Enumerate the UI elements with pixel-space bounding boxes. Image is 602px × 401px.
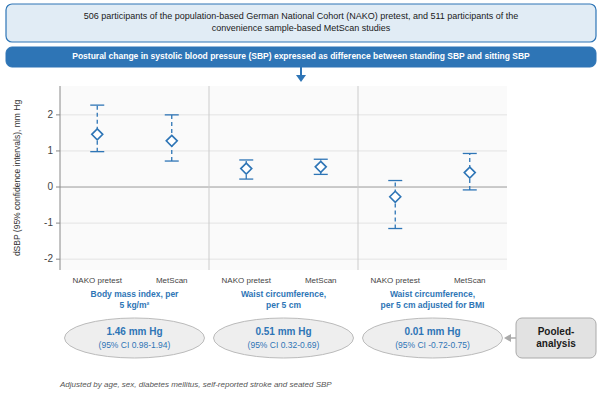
error-cap bbox=[90, 151, 104, 152]
error-bar bbox=[395, 181, 396, 229]
pooled-ci: (95% CI 0.98-1.94) bbox=[99, 340, 171, 350]
error-cap bbox=[388, 228, 402, 229]
grid-line bbox=[60, 114, 507, 115]
text-line: 506 participants of the population-based… bbox=[84, 11, 519, 21]
point bbox=[390, 191, 401, 202]
text-line: Postural change in systolic blood pressu… bbox=[72, 51, 530, 61]
text-line: convenience sample-based MetScan studies bbox=[212, 23, 391, 33]
plot-area bbox=[60, 86, 507, 270]
group-label: Waist circumference,per 5 cm bbox=[241, 289, 326, 310]
group-label: Waist circumference,per 5 cm adjusted fo… bbox=[381, 289, 485, 310]
error-cap bbox=[165, 160, 179, 161]
pooled-estimate: 0.51 mm Hg bbox=[255, 326, 311, 337]
footnote: Adjusted by age, sex, diabetes mellitus,… bbox=[59, 380, 332, 389]
grid-line bbox=[60, 150, 507, 151]
pooled-box bbox=[516, 318, 596, 358]
tick-label: -2 bbox=[44, 253, 53, 264]
error-cap bbox=[314, 174, 328, 175]
y-axis-label: dSBP (95% confidence intervals), mm Hg bbox=[12, 100, 22, 256]
group-separator bbox=[358, 86, 359, 270]
flow-arrow bbox=[300, 67, 302, 76]
category-label: NAKO pretest bbox=[222, 276, 272, 285]
category-label: NAKO pretest bbox=[371, 276, 421, 285]
grid-line bbox=[60, 187, 507, 188]
pooled-ci: (95% CI 0.32-0.69) bbox=[248, 340, 320, 350]
pooled-estimate: 0.01 mm Hg bbox=[404, 326, 460, 337]
text-line: per 5 cm bbox=[266, 300, 301, 310]
pooled-ellipse bbox=[363, 318, 503, 358]
pooled-label: Pooled-analysis bbox=[536, 326, 576, 349]
tick-label: 1 bbox=[47, 145, 53, 156]
point bbox=[315, 161, 326, 172]
category-label: MetScan bbox=[156, 276, 188, 285]
error-cap bbox=[314, 159, 328, 160]
error-cap bbox=[463, 153, 477, 154]
group-separator bbox=[209, 86, 210, 270]
group-label: Body mass index, per5 kg/m² bbox=[91, 289, 180, 310]
tick bbox=[56, 187, 60, 188]
tick-label: 0 bbox=[47, 181, 53, 192]
flow-arrow-head bbox=[296, 75, 306, 82]
category-label: NAKO pretest bbox=[73, 276, 123, 285]
point bbox=[464, 167, 475, 178]
title: 506 participants of the population-based… bbox=[84, 11, 519, 33]
marks bbox=[90, 105, 477, 228]
text-line: 5 kg/m² bbox=[120, 300, 150, 310]
tick bbox=[56, 223, 60, 224]
text-line: analysis bbox=[536, 338, 576, 349]
point bbox=[92, 129, 103, 140]
error-cap bbox=[90, 104, 104, 105]
text-line: Pooled- bbox=[538, 326, 575, 337]
tick bbox=[56, 114, 60, 115]
text-line: per 5 cm adjusted for BMI bbox=[381, 300, 485, 310]
error-cap bbox=[463, 189, 477, 190]
text-line: Waist circumference, bbox=[390, 289, 475, 299]
grid-line bbox=[60, 259, 507, 260]
point bbox=[166, 135, 177, 146]
grid-line bbox=[60, 223, 507, 224]
subtitle: Postural change in systolic blood pressu… bbox=[72, 51, 530, 61]
tick-label: 2 bbox=[47, 109, 53, 120]
pooled-ci: (95% CI -0.72-0.75) bbox=[395, 340, 470, 350]
point bbox=[241, 163, 252, 174]
pooled-ellipse bbox=[65, 318, 205, 358]
error-cap bbox=[239, 159, 253, 160]
text-line: Waist circumference, bbox=[241, 289, 326, 299]
y-axis bbox=[60, 86, 61, 270]
tick-label: -1 bbox=[44, 217, 53, 228]
pooled-estimate: 1.46 mm Hg bbox=[106, 326, 162, 337]
chart: 506 participants of the population-based… bbox=[0, 0, 602, 401]
category-label: MetScan bbox=[454, 276, 486, 285]
error-cap bbox=[388, 180, 402, 181]
pooled-ellipse bbox=[214, 318, 354, 358]
tick bbox=[56, 150, 60, 151]
tick bbox=[56, 259, 60, 260]
pooled-arrow-head bbox=[504, 334, 511, 342]
error-cap bbox=[165, 114, 179, 115]
text-line: Body mass index, per bbox=[91, 289, 180, 299]
header-box bbox=[6, 4, 596, 42]
category-label: MetScan bbox=[305, 276, 337, 285]
subtitle-box bbox=[6, 47, 596, 67]
error-cap bbox=[239, 178, 253, 179]
background bbox=[0, 0, 602, 401]
